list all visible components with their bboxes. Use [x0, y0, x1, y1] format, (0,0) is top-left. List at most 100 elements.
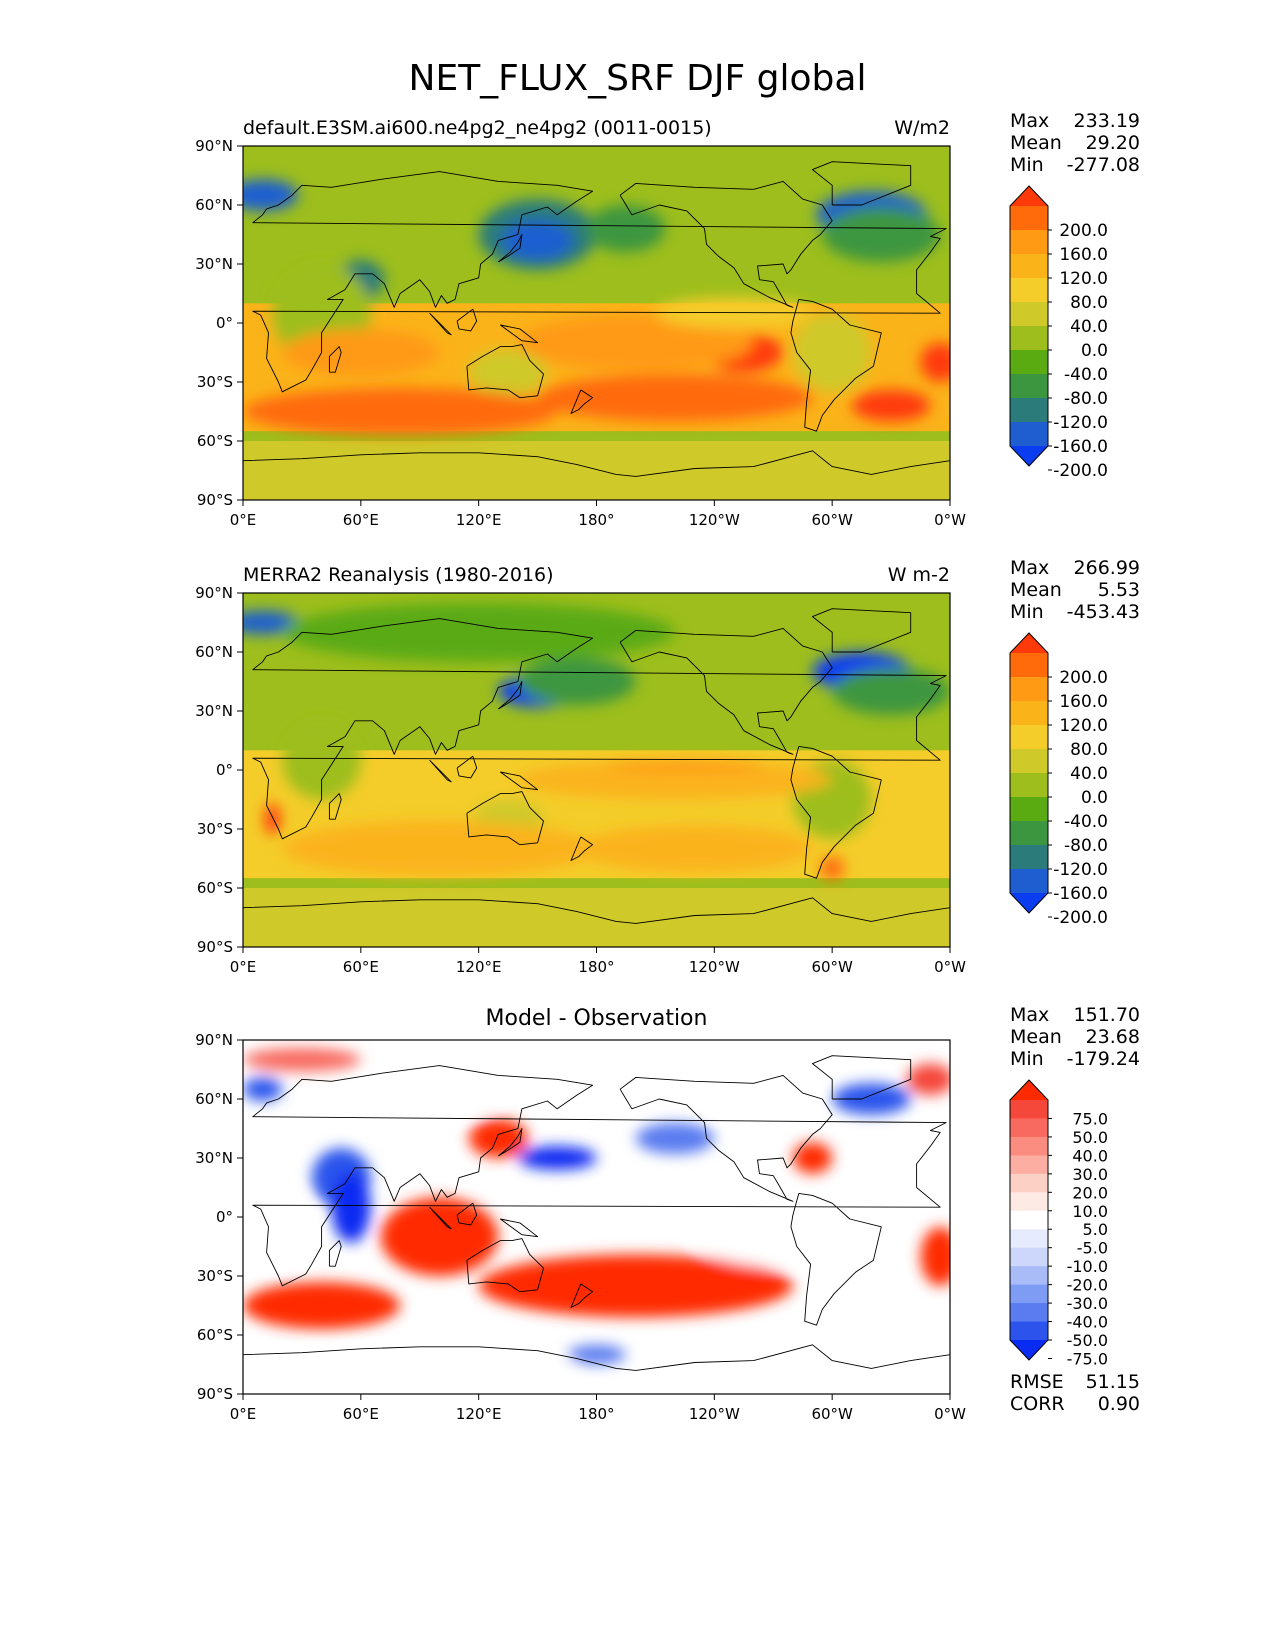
- contour-region: [252, 1187, 312, 1267]
- x-tick-label: 120°E: [456, 958, 502, 976]
- colorbar-segment: [1010, 1118, 1048, 1138]
- contour-region: [380, 1197, 499, 1276]
- panel-3-difference-title: Model - Observation: [485, 1006, 708, 1031]
- colorbar-tick-label: 200.0: [1059, 668, 1108, 688]
- y-tick-label: 0°: [216, 761, 233, 779]
- x-tick-label: 60°E: [343, 958, 379, 976]
- contour-region: [331, 1171, 371, 1243]
- y-tick-label: 60°S: [197, 432, 233, 450]
- colorbar-tick-label: -40.0: [1064, 365, 1108, 385]
- contour-region: [282, 328, 440, 377]
- colorbar-tick-label: -10.0: [1067, 1257, 1108, 1276]
- y-tick-label: 30°S: [197, 373, 233, 391]
- contour-region: [243, 387, 558, 436]
- contour-region: [822, 206, 941, 263]
- colorbar-segment: [1010, 1100, 1048, 1119]
- colorbar-segment: [1010, 749, 1048, 774]
- colorbar-segment: [1010, 821, 1048, 846]
- coastline: [243, 608, 950, 924]
- contour-region: [537, 374, 813, 422]
- contour-region: [792, 1142, 833, 1174]
- contour-region: [820, 856, 844, 881]
- y-tick-label: 60°N: [195, 196, 233, 214]
- colorbar-extend-max: [1010, 633, 1048, 653]
- x-tick-label: 180°: [578, 511, 614, 529]
- y-tick-label: 60°N: [195, 643, 233, 661]
- colorbar-extend-min: [1010, 446, 1048, 466]
- y-tick-label: 90°N: [195, 584, 233, 602]
- colorbar-segment: [1010, 1192, 1048, 1212]
- contour-region: [282, 720, 361, 800]
- y-tick-label: 30°N: [195, 255, 233, 273]
- colorbar-2: 200.0 160.0 120.0 80.0 40.0 0.0 -40.0 -80.0 -120…: [1009, 632, 1108, 928]
- contour-region: [606, 760, 764, 772]
- colorbar-segment: [1010, 869, 1048, 894]
- contour-region: [906, 1063, 950, 1096]
- contour-region: [282, 821, 597, 877]
- y-tick-label: 90°S: [197, 491, 233, 509]
- contour-region: [243, 179, 298, 211]
- colorbar-tick-label: 80.0: [1070, 740, 1108, 760]
- x-tick-label: 120°W: [689, 1405, 740, 1423]
- colorbar-tick-label: -50.0: [1067, 1331, 1108, 1350]
- y-tick-label: 60°N: [195, 1090, 233, 1108]
- colorbar-3: 75.050.040.030.020.010.05.0-5.0-10.0-20.…: [1009, 1079, 1108, 1368]
- x-tick-label: 60°E: [343, 511, 379, 529]
- colorbar-segment: [1010, 302, 1048, 327]
- colorbar-segment: [1010, 278, 1048, 303]
- contour-region: [468, 348, 548, 396]
- x-tick-label: 0°W: [934, 511, 966, 529]
- map-field-contours: [243, 602, 950, 881]
- colorbar-segment: [1010, 701, 1048, 726]
- x-tick-label: 60°W: [811, 1405, 853, 1423]
- colorbar-extend-max: [1010, 1080, 1048, 1100]
- colorbar-tick-label: -75.0: [1067, 1349, 1108, 1368]
- panel-2-units-label: W m-2: [887, 564, 950, 586]
- contour-region: [264, 803, 281, 835]
- panel-3-stats: Max 151.70 Mean 23.68 Min -179.24: [1010, 1004, 1140, 1070]
- contour-region: [792, 313, 872, 392]
- colorbar-tick-label: 0.0: [1081, 788, 1108, 808]
- map-panel-1: [243, 146, 950, 500]
- panel-2-reference-label: MERRA2 Reanalysis (1980-2016): [243, 564, 554, 586]
- contour-region: [243, 1047, 361, 1072]
- colorbar-segment: [1010, 206, 1048, 231]
- x-tick-label: 180°: [578, 958, 614, 976]
- colorbar-extend-max: [1010, 186, 1048, 206]
- contour-region: [502, 220, 573, 261]
- colorbar-segment: [1010, 1155, 1048, 1175]
- colorbar-segment: [1010, 326, 1048, 351]
- x-tick-label: 60°W: [811, 511, 853, 529]
- colorbar-tick-label: -40.0: [1067, 1313, 1108, 1332]
- colorbar-tick-label: 80.0: [1070, 293, 1108, 313]
- stat-min: Min -277.08: [1010, 154, 1140, 176]
- y-tick-label: 0°: [216, 1208, 233, 1226]
- colorbar-segment: [1010, 1247, 1048, 1267]
- colorbar-segment: [1010, 773, 1048, 798]
- x-tick-label: 60°E: [343, 1405, 379, 1423]
- colorbar-segment: [1010, 1136, 1048, 1156]
- figure-title: NET_FLUX_SRF DJF global: [408, 58, 867, 99]
- colorbar-tick-label: 0.0: [1081, 341, 1108, 361]
- map-field-contours: [243, 1047, 950, 1377]
- stat-mean: Mean 29.20: [1010, 132, 1140, 154]
- colorbar-tick-label: 40.0: [1070, 317, 1108, 337]
- stat-min: Min -179.24: [1010, 1048, 1140, 1070]
- colorbar-segment: [1010, 845, 1048, 870]
- y-tick-label: 30°S: [197, 1267, 233, 1285]
- panel-1-units-label: W/m2: [894, 117, 950, 139]
- contour-region: [635, 1122, 715, 1155]
- colorbar-tick-label: 40.0: [1072, 1146, 1108, 1165]
- map-south-belt: [243, 888, 950, 947]
- colorbar-tick-label: 10.0: [1072, 1202, 1108, 1221]
- x-tick-label: 120°E: [456, 1405, 502, 1423]
- colorbar-segment: [1010, 725, 1048, 750]
- contour-region: [832, 667, 950, 715]
- colorbar-tick-label: -20.0: [1067, 1276, 1108, 1295]
- contour-region: [567, 1344, 626, 1365]
- colorbar-tick-label: 50.0: [1072, 1128, 1108, 1147]
- colorbar-tick-label: -5.0: [1077, 1239, 1108, 1258]
- colorbar-tick-label: 75.0: [1072, 1109, 1108, 1128]
- colorbar-tick-label: -80.0: [1064, 389, 1108, 409]
